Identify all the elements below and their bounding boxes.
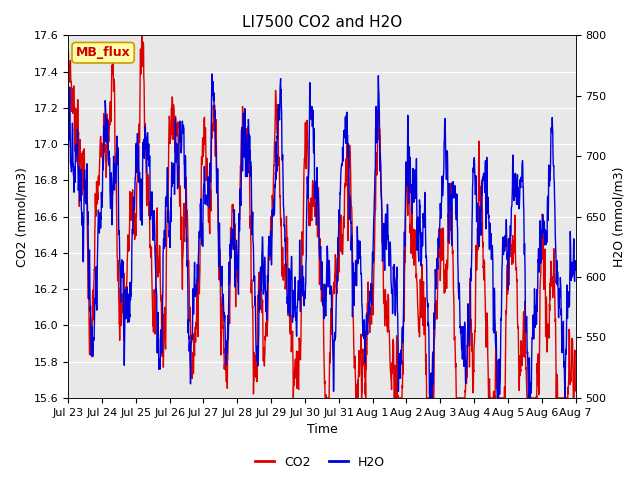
CO2 <box>312 200 319 206</box>
X-axis label: Time: Time <box>307 423 337 436</box>
H2O <box>311 189 319 195</box>
H2O <box>426 395 433 401</box>
H2O <box>557 312 565 318</box>
CO2 <box>298 230 306 236</box>
Title: LI7500 CO2 and H2O: LI7500 CO2 and H2O <box>242 15 402 30</box>
H2O <box>557 306 565 312</box>
CO2 <box>289 395 297 401</box>
CO2 <box>64 53 72 59</box>
H2O <box>90 337 98 343</box>
CO2 <box>138 33 146 38</box>
CO2 <box>572 388 579 394</box>
CO2 <box>557 395 565 401</box>
Y-axis label: CO2 (mmol/m3): CO2 (mmol/m3) <box>15 167 28 266</box>
Line: CO2: CO2 <box>68 36 575 398</box>
H2O <box>465 319 472 324</box>
CO2 <box>90 277 98 283</box>
Line: H2O: H2O <box>68 74 575 398</box>
H2O <box>64 143 72 148</box>
CO2 <box>557 395 565 401</box>
Y-axis label: H2O (mmol/m3): H2O (mmol/m3) <box>612 167 625 267</box>
H2O <box>572 267 579 273</box>
H2O <box>208 71 216 77</box>
H2O <box>298 277 305 283</box>
Legend: CO2, H2O: CO2, H2O <box>250 451 390 474</box>
CO2 <box>465 332 472 338</box>
Text: MB_flux: MB_flux <box>76 46 131 59</box>
